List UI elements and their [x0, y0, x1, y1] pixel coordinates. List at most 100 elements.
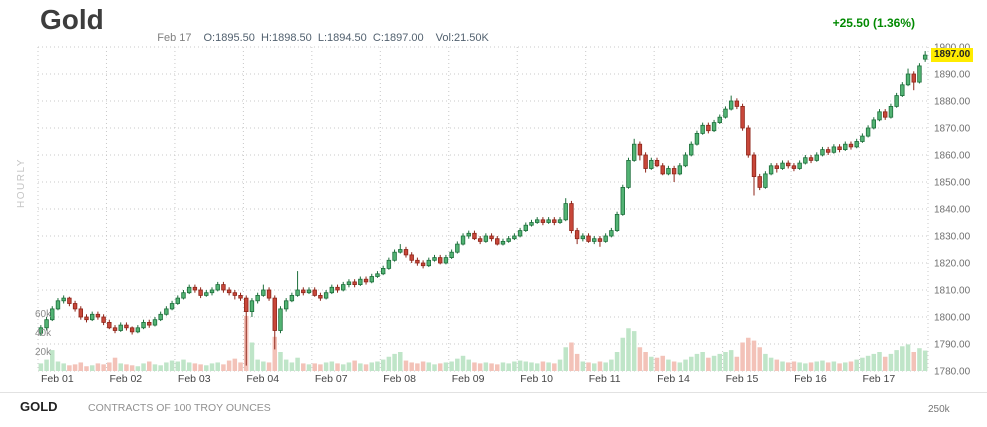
- volume-bar: [597, 361, 603, 371]
- volume-bar: [894, 350, 899, 371]
- candle-body: [711, 122, 717, 132]
- date-axis-label: Feb 03: [178, 373, 211, 385]
- candle-body: [757, 176, 762, 188]
- candle-body: [740, 106, 745, 129]
- price-axis-label: 1890.00: [934, 70, 971, 81]
- price-axis-label: 1810.00: [934, 286, 971, 297]
- candle-body: [472, 232, 477, 240]
- volume-bar: [820, 360, 825, 371]
- volume-bar: [877, 352, 882, 371]
- date-axis-label: Feb 15: [726, 373, 759, 385]
- volume-bar: [483, 362, 489, 371]
- candle-body: [888, 106, 894, 118]
- date-axis-label: Feb 16: [794, 373, 827, 385]
- volume-layer: [38, 315, 928, 371]
- candle-body: [803, 157, 808, 164]
- volume-bar: [574, 353, 580, 371]
- volume-bar: [249, 342, 255, 371]
- volume-bar: [888, 353, 894, 371]
- candle-body: [261, 289, 266, 296]
- volume-bar: [746, 337, 751, 371]
- date-axis-label: Feb 08: [383, 373, 416, 385]
- volume-bar: [534, 363, 540, 371]
- candle-body: [666, 168, 671, 175]
- candle-body: [820, 149, 825, 156]
- candle-body: [860, 135, 865, 142]
- volume-bar: [882, 356, 888, 371]
- volume-bar: [192, 363, 198, 371]
- volume-bar: [580, 361, 586, 371]
- volume-bar: [84, 366, 89, 371]
- candle-body: [808, 157, 814, 161]
- volume-bar: [843, 362, 848, 371]
- volume-bar: [432, 364, 437, 371]
- candle-body: [831, 146, 837, 153]
- candle-body: [848, 143, 854, 148]
- volume-bar: [415, 363, 420, 371]
- price-axis-label: 1840.00: [934, 205, 971, 216]
- candle-body: [483, 235, 489, 242]
- ohlc-readout: Feb 17 O:1895.50 H:1898.50 L:1894.50 C:18…: [145, 20, 489, 56]
- candle-body: [843, 143, 848, 150]
- volume-axis-label: 40k: [35, 328, 52, 339]
- candle-body: [894, 95, 899, 107]
- last-price-tag: 1897.00: [931, 48, 974, 62]
- candle-body: [512, 235, 517, 240]
- candle-body: [266, 289, 272, 299]
- candle-body: [84, 316, 89, 321]
- candle-body: [911, 73, 916, 83]
- candle-body: [763, 173, 768, 188]
- volume-bar: [865, 355, 871, 371]
- candle-body: [660, 165, 665, 175]
- candle-body: [654, 159, 660, 167]
- volume-bar: [261, 361, 266, 371]
- candle-body: [592, 238, 597, 242]
- candle-body: [312, 289, 317, 296]
- volume-bar: [129, 365, 135, 371]
- candle-body: [352, 281, 357, 285]
- volume-bar: [95, 363, 101, 371]
- volume-bar: [871, 353, 877, 371]
- volume-bar: [557, 359, 563, 371]
- volume-bar: [112, 357, 118, 371]
- candle-body: [586, 235, 591, 242]
- volume-bar: [238, 362, 243, 371]
- candle-body: [580, 235, 586, 240]
- candle-body: [375, 273, 380, 277]
- date-axis-label: Feb 02: [109, 373, 142, 385]
- volume-bar: [380, 359, 386, 371]
- candle-body: [101, 316, 106, 323]
- volume-bar: [226, 360, 232, 371]
- volume-bar: [711, 355, 717, 371]
- volume-bar: [369, 362, 375, 371]
- candle-body: [523, 224, 528, 231]
- volume-axis-label: 60k: [35, 309, 52, 320]
- volume-bar: [107, 362, 112, 371]
- candle-body: [774, 165, 780, 169]
- volume-bar: [552, 363, 557, 371]
- candle-body: [44, 319, 49, 329]
- volume-bar: [232, 358, 238, 371]
- volume-bar: [72, 364, 78, 371]
- volume-bar: [272, 336, 278, 371]
- candle-body: [186, 286, 192, 294]
- candle-body: [295, 289, 300, 296]
- volume-bar: [204, 365, 209, 371]
- candle-body: [723, 108, 728, 118]
- candle-body: [825, 149, 831, 153]
- volume-bar: [700, 352, 705, 371]
- volume-bar: [78, 362, 84, 371]
- candle-body: [694, 132, 700, 145]
- volume-bar: [295, 357, 300, 371]
- volume-bar: [164, 362, 169, 371]
- volume-bar: [209, 363, 215, 371]
- volume-bar: [283, 359, 289, 371]
- candle-body: [717, 116, 722, 123]
- candle-body: [900, 84, 905, 97]
- volume-bar: [340, 364, 346, 371]
- candle-body: [147, 321, 152, 326]
- volume-bar: [55, 361, 61, 371]
- candle-body: [643, 154, 648, 169]
- volume-bar: [472, 362, 477, 371]
